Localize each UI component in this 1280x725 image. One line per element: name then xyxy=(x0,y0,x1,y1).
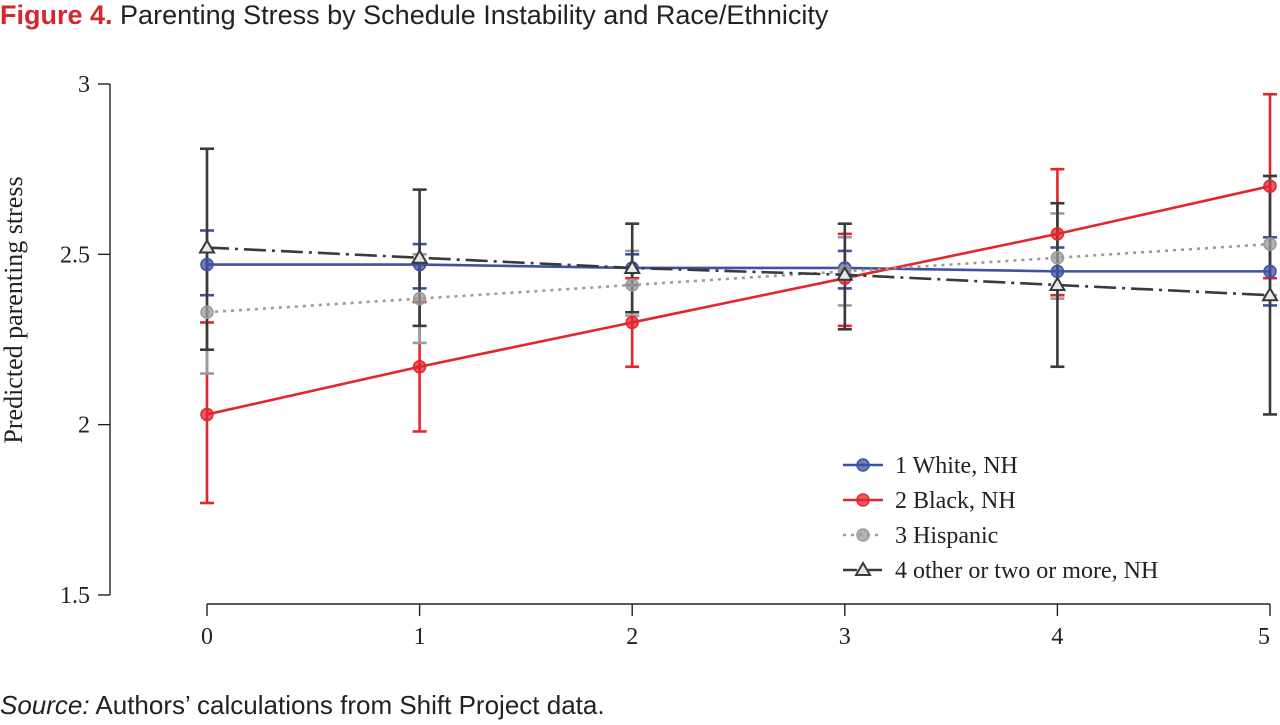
data-point xyxy=(1261,286,1279,302)
x-tick-label: 0 xyxy=(201,624,213,650)
error-bars-series-3 xyxy=(200,174,1277,375)
data-point xyxy=(836,265,854,281)
legend-item-1: 1 White, NH xyxy=(843,453,1018,479)
x-tick-label: 5 xyxy=(1258,624,1270,650)
figure-label: Figure 4. xyxy=(0,0,113,30)
data-point xyxy=(1263,264,1277,279)
data-point xyxy=(410,248,429,264)
line-chart: Predicted parenting stress 1.5 2 2.5 3 0 1 2 3 4… xyxy=(0,72,1279,650)
legend-marker xyxy=(856,493,870,507)
series-4 xyxy=(198,238,1279,302)
x-tick-label: 3 xyxy=(839,624,851,650)
series-line xyxy=(206,246,1271,297)
series-line xyxy=(206,242,1271,314)
error-bars-series-2 xyxy=(200,92,1277,505)
y-tick-label: 2.5 xyxy=(60,242,90,268)
data-point xyxy=(625,315,639,330)
legend-marker xyxy=(856,458,870,472)
legend-label: 1 White, NH xyxy=(895,453,1018,479)
series-layer xyxy=(198,92,1279,505)
data-point xyxy=(200,257,214,272)
legend-label: 4 other or two or more, NH xyxy=(895,558,1158,584)
series-2 xyxy=(200,179,1277,422)
data-point xyxy=(625,278,639,292)
x-tick-label: 1 xyxy=(414,624,426,650)
y-axis-title: Predicted parenting stress xyxy=(0,176,28,443)
x-tick-label: 2 xyxy=(626,624,638,650)
data-point xyxy=(1050,250,1065,265)
y-tick-label: 2 xyxy=(78,413,90,439)
error-bars-series-4 xyxy=(200,147,1277,416)
series-3 xyxy=(200,237,1277,319)
data-point xyxy=(412,360,427,374)
legend-marker xyxy=(856,528,870,542)
legend-label: 3 Hispanic xyxy=(895,523,998,549)
series-line xyxy=(206,184,1271,416)
source-text: Authors’ calculations from Shift Project… xyxy=(95,690,605,720)
data-point xyxy=(1263,179,1277,193)
data-point xyxy=(198,238,216,254)
data-point xyxy=(1050,264,1065,279)
data-point xyxy=(1048,276,1067,291)
data-point xyxy=(200,305,214,319)
figure-title-text: Parenting Stress by Schedule Instability… xyxy=(120,0,829,30)
legend: 1 White, NH 2 Black, NH 3 Hispanic 4 other … xyxy=(843,453,1158,584)
figure-title: Figure 4. Parenting Stress by Schedule I… xyxy=(0,0,828,34)
x-tick-label: 4 xyxy=(1051,624,1063,650)
y-tick-label: 1.5 xyxy=(60,583,90,609)
legend-item-3: 3 Hispanic xyxy=(843,523,998,549)
legend-item-2: 2 Black, NH xyxy=(843,488,1016,514)
source-note: Source: Authors’ calculations from Shift… xyxy=(0,690,605,720)
y-tick-label: 3 xyxy=(78,72,90,98)
data-point xyxy=(1050,227,1065,241)
data-point xyxy=(412,291,427,306)
legend-marker xyxy=(854,561,872,576)
series-line xyxy=(207,263,1270,273)
data-point xyxy=(623,258,641,274)
legend-item-4: 4 other or two or more, NH xyxy=(843,558,1158,584)
data-point xyxy=(1263,237,1277,251)
source-label: Source: xyxy=(0,690,90,720)
series-1 xyxy=(200,257,1277,279)
axes: 1.5 2 2.5 3 0 1 2 3 4 5 xyxy=(60,72,1271,650)
legend-label: 2 Black, NH xyxy=(895,488,1016,514)
data-point xyxy=(200,407,214,422)
